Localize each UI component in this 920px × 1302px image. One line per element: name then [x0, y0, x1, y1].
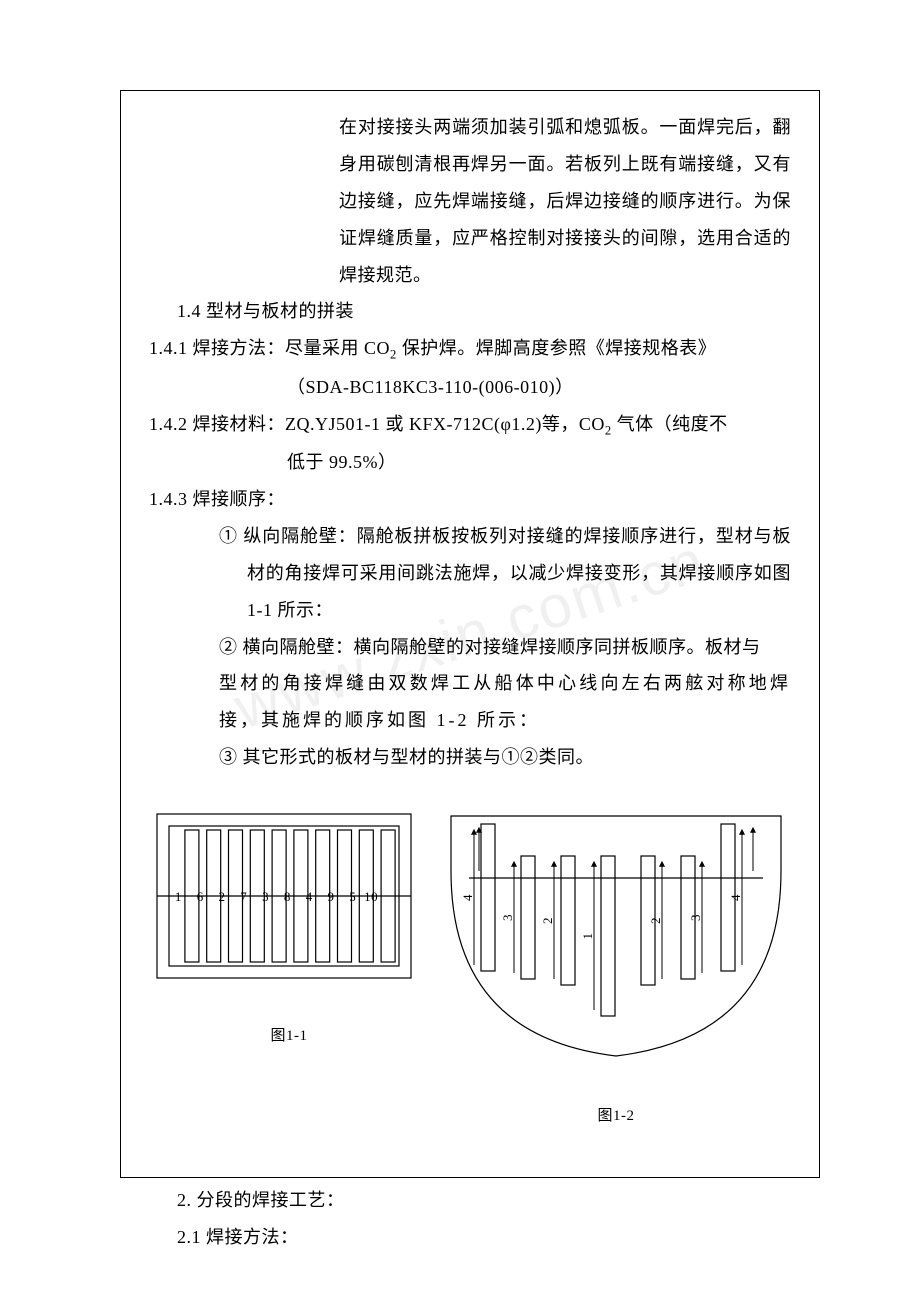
figure-1-2-caption: 图1-2 [441, 1101, 791, 1132]
svg-text:1: 1 [175, 889, 182, 904]
svg-text:5: 5 [349, 889, 356, 904]
figure-1-1: 162738495 10 图1-1 [149, 806, 429, 1052]
s141-text-a2: 保护焊。焊脚高度参照《焊接规格表》 [397, 338, 717, 358]
svg-text:10: 10 [364, 889, 378, 904]
svg-text:8: 8 [284, 889, 291, 904]
s142-text-a: 1.4.2 焊接材料：ZQ.YJ501-1 或 KFX-712C(φ1.2)等，… [149, 414, 605, 434]
section-1-4: 1.4 型材与板材的拼装 [177, 293, 791, 330]
figure-1-1-caption: 图1-1 [149, 1021, 429, 1052]
svg-text:3: 3 [262, 889, 269, 904]
section-1-4-2-cont: 低于 99.5%） [287, 444, 791, 481]
figure-1-2-svg: 4 3 2 1 2 3 4 [441, 806, 791, 1066]
item-1: ① 纵向隔舱壁：隔舱板拼板按板列对接缝的焊接顺序进行，型材与板材的角接焊可采用间… [219, 518, 791, 629]
section-1-4-3: 1.4.3 焊接顺序： [149, 481, 791, 518]
svg-text:2: 2 [540, 917, 555, 924]
svg-text:4: 4 [306, 889, 313, 904]
s142-sub: 2 [605, 423, 612, 437]
svg-text:2: 2 [648, 917, 663, 924]
svg-text:3: 3 [500, 914, 515, 921]
page-frame: www.zxin.com.cn 在对接接头两端须加装引弧和熄弧板。一面焊完后，翻… [120, 90, 820, 1178]
circle-2-icon: ② [219, 637, 238, 657]
figures-row: 16273849510 图1-1 4321234 图1-2 [149, 806, 791, 1132]
svg-text:9: 9 [328, 889, 335, 904]
body-text-block: 在对接接头两端须加装引弧和熄弧板。一面焊完后，翻身用碳刨清根再焊另一面。若板列上… [149, 109, 791, 1255]
svg-text:6: 6 [197, 889, 204, 904]
svg-text:3: 3 [688, 914, 703, 921]
circle-3-icon: ③ [219, 747, 238, 767]
s142-text-a2: 气体（纯度不 [612, 414, 728, 434]
section-1-4-2: 1.4.2 焊接材料：ZQ.YJ501-1 或 KFX-712C(φ1.2)等，… [149, 406, 791, 444]
item-2-cont: 型材的角接焊缝由双数焊工从船体中心线向左右两舷对称地焊接，其施焊的顺序如图 1-… [219, 665, 791, 739]
figure-1-2: 4 3 2 1 2 3 4 图1-2 [441, 806, 791, 1132]
item-2: ② 横向隔舱壁：横向隔舱壁的对接缝焊接顺序同拼板顺序。板材与 [219, 629, 791, 666]
section-1-4-1: 1.4.1 焊接方法：尽量采用 CO2 保护焊。焊脚高度参照《焊接规格表》 [149, 330, 791, 368]
item-1-text: 纵向隔舱壁：隔舱板拼板按板列对接缝的焊接顺序进行，型材与板材的角接焊可采用间跳法… [243, 526, 791, 620]
circle-1-icon: ① [219, 526, 238, 546]
s141-sub: 2 [390, 348, 397, 362]
item-3: ③ 其它形式的板材与型材的拼装与①②类同。 [219, 739, 791, 776]
item-3-text: 其它形式的板材与型材的拼装与①②类同。 [243, 747, 595, 767]
section-2: 2. 分段的焊接工艺： [177, 1182, 791, 1219]
section-2-1: 2.1 焊接方法： [177, 1219, 791, 1256]
section-1-4-1-cont: （SDA-BC118KC3-110-(006-010)） [287, 369, 791, 406]
svg-text:4: 4 [460, 894, 475, 901]
continuation-paragraph: 在对接接头两端须加装引弧和熄弧板。一面焊完后，翻身用碳刨清根再焊另一面。若板列上… [339, 109, 791, 293]
s141-text-a: 1.4.1 焊接方法：尽量采用 CO [149, 338, 390, 358]
figure-1-1-svg: 162738495 10 [149, 806, 419, 986]
svg-text:4: 4 [728, 894, 743, 901]
item-2-text-a: 横向隔舱壁：横向隔舱壁的对接缝焊接顺序同拼板顺序。板材与 [243, 637, 761, 657]
svg-text:7: 7 [240, 889, 247, 904]
svg-text:1: 1 [580, 933, 595, 940]
svg-text:2: 2 [219, 889, 226, 904]
